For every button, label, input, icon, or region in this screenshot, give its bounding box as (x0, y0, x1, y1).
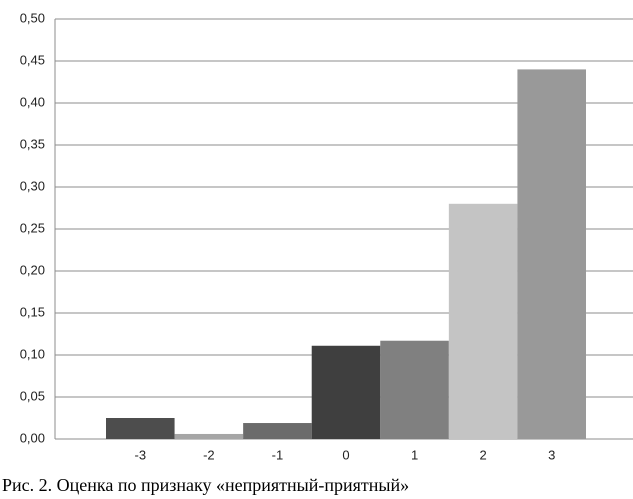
x-tick-label: 1 (411, 447, 418, 462)
bar (243, 423, 312, 439)
bar (174, 433, 244, 439)
y-tick-label: 0,00 (20, 430, 45, 445)
bar (311, 345, 381, 439)
x-tick-label: -2 (203, 447, 215, 462)
x-tick-label: -3 (135, 447, 147, 462)
x-tick-label: 3 (548, 447, 555, 462)
y-tick-label: 0,05 (20, 388, 45, 403)
y-tick-label: 0,40 (20, 94, 45, 109)
y-tick-label: 0,50 (20, 10, 45, 25)
y-tick-label: 0,30 (20, 178, 45, 193)
y-tick-label: 0,10 (20, 346, 45, 361)
y-tick-label: 0,25 (20, 220, 45, 235)
y-tick-label: 0,20 (20, 262, 45, 277)
bar (448, 203, 518, 439)
bar (106, 418, 175, 439)
x-tick-label: -1 (272, 447, 284, 462)
bar (517, 69, 586, 440)
y-tick-label: 0,35 (20, 136, 45, 151)
x-tick-label: 0 (342, 447, 349, 462)
y-tick-label: 0,45 (20, 52, 45, 67)
x-tick-label: 2 (480, 447, 487, 462)
y-tick-label: 0,15 (20, 304, 45, 319)
chart-caption: Рис. 2. Оценка по признаку «неприятный-п… (2, 475, 409, 495)
bar (380, 340, 449, 439)
